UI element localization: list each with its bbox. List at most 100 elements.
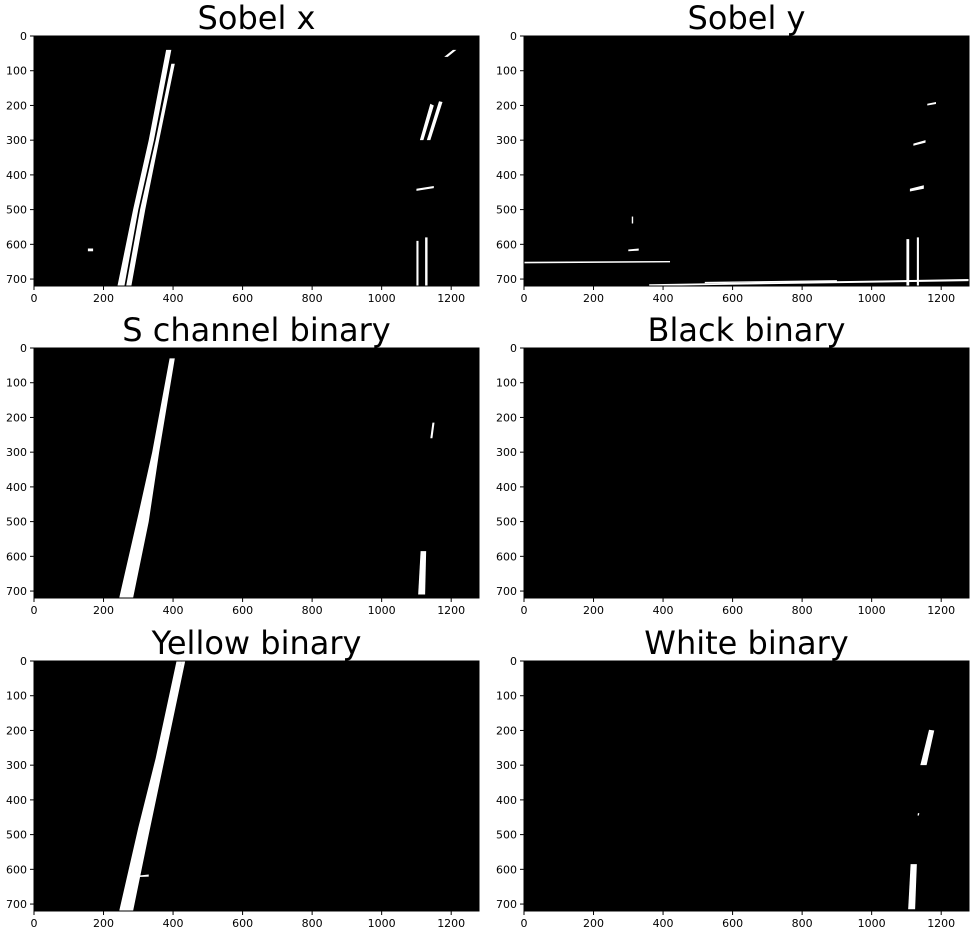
y-tick-label: 0 xyxy=(510,342,517,355)
y-tick-label: 500 xyxy=(6,516,27,529)
y-tick-label: 200 xyxy=(496,99,517,112)
x-tick-label: 1000 xyxy=(858,292,886,305)
y-tick-label: 200 xyxy=(6,99,27,112)
y-tick-label: 500 xyxy=(496,204,517,217)
y-tick-label: 500 xyxy=(6,204,27,217)
x-tick-label: 600 xyxy=(722,292,743,305)
y-tick-label: 100 xyxy=(6,377,27,390)
y-tick-label: 300 xyxy=(6,759,27,772)
x-tick-label: 400 xyxy=(653,917,674,930)
x-tick-label: 1000 xyxy=(858,917,886,930)
x-tick-label: 1000 xyxy=(858,604,886,617)
x-tick-label: 600 xyxy=(232,292,253,305)
panel-sobel-y: Sobel y 0 200 400 600 800 1000 1200 0 100 200 300 40… xyxy=(496,0,970,305)
panel-title: Sobel x xyxy=(198,0,316,37)
y-tick-label: 300 xyxy=(496,134,517,147)
lane-streak xyxy=(631,216,634,224)
x-tick-label: 200 xyxy=(93,292,114,305)
x-tick-label: 0 xyxy=(31,604,38,617)
y-tick-label: 300 xyxy=(6,446,27,459)
y-tick-label: 100 xyxy=(496,690,517,703)
y-tick-label: 300 xyxy=(6,134,27,147)
y-tick-label: 400 xyxy=(6,481,27,494)
panel-black: Black binary 0 200 400 600 800 1000 1200 0 100 200… xyxy=(496,311,970,617)
y-tick-label: 200 xyxy=(496,724,517,737)
x-tick-label: 200 xyxy=(93,917,114,930)
x-tick-label: 0 xyxy=(31,292,38,305)
x-tick-label: 400 xyxy=(163,292,184,305)
y-tick-label: 100 xyxy=(496,65,517,78)
lane-streak xyxy=(906,239,910,286)
y-tick-label: 500 xyxy=(496,516,517,529)
y-tick-label: 200 xyxy=(6,411,27,424)
x-tick-label: 200 xyxy=(93,604,114,617)
y-tick-label: 200 xyxy=(496,411,517,424)
y-tick-label: 0 xyxy=(20,30,27,43)
lane-streak xyxy=(927,101,936,106)
y-tick-label: 0 xyxy=(20,655,27,668)
panel-sobel-x: Sobel x 0 200 400 600 800 1000 1200 0 100 200 300 40… xyxy=(6,0,480,305)
binary-image xyxy=(34,661,479,911)
axes-frame xyxy=(33,35,480,287)
y-tick-label: 700 xyxy=(6,898,27,911)
lane-streak xyxy=(430,422,435,439)
panel-s-channel: S channel binary 0 200 400 600 800 1000 1200 0 10… xyxy=(6,311,480,617)
x-tick-label: 1200 xyxy=(927,604,955,617)
x-tick-label: 400 xyxy=(653,604,674,617)
y-tick-label: 500 xyxy=(6,829,27,842)
x-tick-label: 1000 xyxy=(368,917,396,930)
lane-streak xyxy=(138,874,149,877)
lane-streak xyxy=(125,661,186,911)
x-tick-label: 200 xyxy=(583,604,604,617)
x-tick-label: 0 xyxy=(521,917,528,930)
y-tick-label: 400 xyxy=(6,169,27,182)
y-tick-label: 0 xyxy=(510,30,517,43)
lane-streak xyxy=(425,237,428,286)
y-tick-label: 700 xyxy=(496,585,517,598)
lane-streak xyxy=(119,358,175,598)
x-tick-label: 800 xyxy=(302,292,323,305)
lane-streak xyxy=(117,49,172,287)
y-tick-label: 600 xyxy=(6,238,27,251)
x-tick-label: 1000 xyxy=(368,604,396,617)
binary-image xyxy=(524,661,969,911)
x-tick-label: 600 xyxy=(722,917,743,930)
x-tick-label: 1200 xyxy=(437,917,465,930)
lane-streak xyxy=(628,248,639,252)
x-tick-label: 400 xyxy=(653,292,674,305)
y-tick-label: 700 xyxy=(496,273,517,286)
lane-pixels xyxy=(119,358,435,598)
lane-streak xyxy=(916,237,919,286)
lane-pixels xyxy=(87,49,457,287)
y-tick-label: 300 xyxy=(496,446,517,459)
x-tick-label: 1200 xyxy=(437,604,465,617)
y-tick-label: 600 xyxy=(496,550,517,563)
binary-image xyxy=(524,348,969,598)
binary-image xyxy=(34,36,479,286)
y-tick-label: 400 xyxy=(6,794,27,807)
y-tick-label: 100 xyxy=(6,690,27,703)
axes-frame xyxy=(523,35,970,287)
lane-pixels xyxy=(524,101,970,286)
y-tick-label: 200 xyxy=(6,724,27,737)
lane-pixels xyxy=(119,661,186,911)
x-tick-label: 400 xyxy=(163,917,184,930)
lane-streak xyxy=(426,101,443,141)
y-tick-label: 400 xyxy=(496,169,517,182)
x-tick-label: 800 xyxy=(302,604,323,617)
x-tick-label: 800 xyxy=(792,292,813,305)
binary-image xyxy=(524,36,969,286)
lane-streak xyxy=(416,186,434,191)
lane-streak xyxy=(920,729,935,766)
lane-streak xyxy=(908,864,917,910)
panel-title: Sobel y xyxy=(688,0,806,37)
y-tick-label: 0 xyxy=(20,342,27,355)
x-tick-label: 600 xyxy=(232,604,253,617)
y-tick-label: 0 xyxy=(510,655,517,668)
x-tick-label: 1000 xyxy=(368,292,396,305)
lane-streak xyxy=(419,103,434,141)
panel-title: S channel binary xyxy=(122,311,390,349)
lane-streak xyxy=(524,261,671,264)
y-tick-label: 600 xyxy=(6,550,27,563)
